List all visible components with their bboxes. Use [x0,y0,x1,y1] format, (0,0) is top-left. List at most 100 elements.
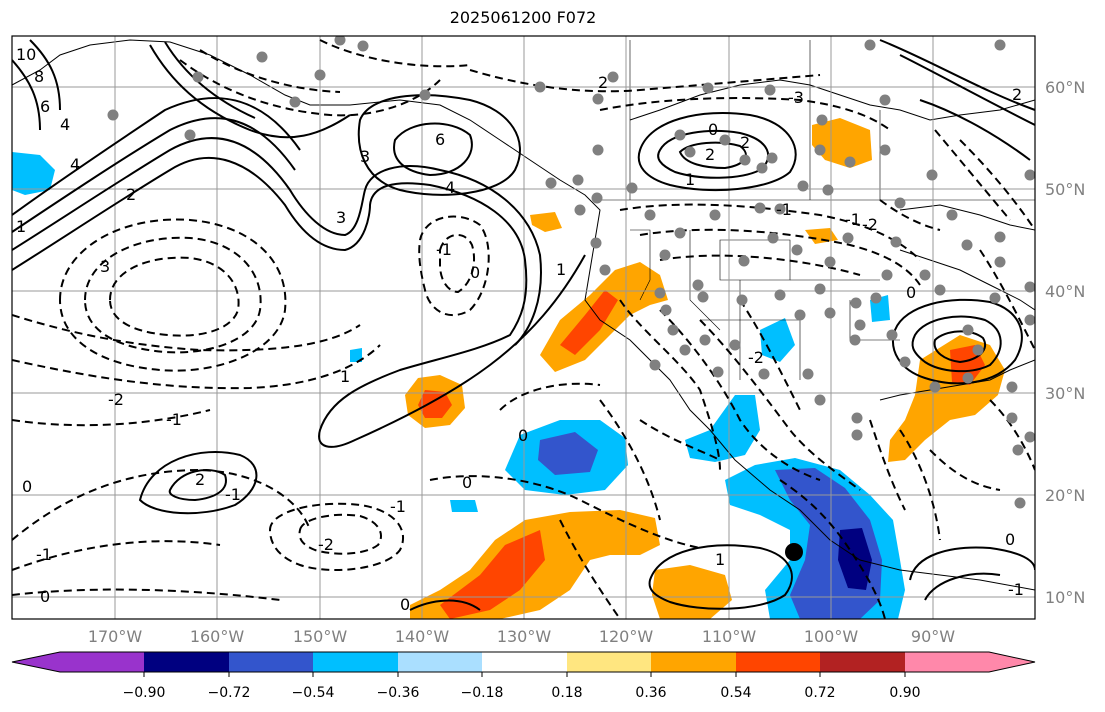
lon-label: 130°W [497,627,552,646]
colorbar-tick-label: 0.72 [804,685,835,701]
contour-labels: 10 8 6 4 4 3 2 1 6 4 3 3 2 1 0 2 0 -1 -2… [16,45,1024,614]
contour-label: 0 [40,587,50,606]
shade-darkblue-center [538,432,598,475]
colorbar-tick-label: −0.36 [377,685,420,701]
colorbar-tick-label: 0.36 [635,685,666,701]
contour-label: 1 [685,170,695,189]
lon-label: 170°W [88,627,143,646]
contour-label: 2 [195,470,205,489]
colorbar: −0.90 −0.72 −0.54 −0.36 −0.18 0.18 0.36 … [11,651,1036,701]
contour-label: 3 [360,147,370,166]
contour-label: 3 [336,208,346,227]
lat-label: 20°N [1045,486,1085,505]
contour-label: -2 [748,348,764,367]
colorbar-segment [144,652,229,672]
colorbar-segment [482,652,567,672]
lon-label: 90°W [911,627,955,646]
shade-blue-baja [685,395,760,462]
colorbar-segment [567,652,651,672]
station-markers [107,36,1035,509]
shaded-anomalies [12,118,1005,619]
colorbar-segment [736,652,820,672]
contour-label: 0 [22,477,32,496]
contour-label: -1 [36,545,52,564]
colorbar-outline [11,651,1036,673]
contour-label: 6 [435,130,445,149]
lon-label: 150°W [293,627,348,646]
colorbar-tick-label: −0.90 [123,685,166,701]
shade-blue-small-4 [350,348,362,362]
contour-label: 4 [70,155,80,174]
contour-label: -1 [390,497,406,516]
contour-label: 1 [340,367,350,386]
contour-label: 2 [126,185,136,204]
colorbar-segment [60,652,144,672]
contour-label: -1 [225,485,241,504]
coastlines [12,39,1035,591]
contour-label: 1 [16,217,26,236]
contour-label: 4 [60,115,70,134]
lon-label: 110°W [702,627,757,646]
shade-blue-small-1 [450,500,478,512]
shade-orange-small-2 [805,228,838,244]
shade-blue-west [12,152,55,195]
contour-label: -1 [166,410,182,429]
contour-label: 0 [708,120,718,139]
contour-label: -2 [318,535,334,554]
contour-label: -3 [788,88,804,107]
colorbar-segment [820,652,905,672]
lat-label: 60°N [1045,78,1085,97]
colorbar-segment [229,652,313,672]
colorbar-tick-label: 0.90 [889,685,920,701]
colorbar-tick-label: −0.54 [292,685,335,701]
map-frame [11,35,1036,620]
colorbar-tick-label: 0.54 [720,685,751,701]
colorbar-segment [12,652,60,672]
shade-orange-small-1 [530,212,562,232]
lon-label: 120°W [599,627,654,646]
contour-label: 1 [556,260,566,279]
colorbar-segment [905,652,989,672]
contour-label: 4 [445,178,455,197]
contour-label: 0 [1005,530,1015,549]
contour-label: 0 [400,595,410,614]
contour-label: 1 [715,550,725,569]
contour-label: -2 [108,390,124,409]
dashed-contours [12,39,1035,619]
contour-label: 0 [518,426,528,445]
contour-label: 8 [34,67,44,86]
shade-orange-southcenter [652,565,732,619]
lat-label: 40°N [1045,282,1085,301]
contour-label: 2 [1012,85,1022,104]
contour-label: 0 [462,473,472,492]
shade-orange-canada [812,118,872,168]
latitude-labels: 60°N 50°N 40°N 30°N 20°N 10°N [1045,78,1085,607]
contour-label: -1 [776,200,792,219]
lon-label: 160°W [190,627,245,646]
contour-label: 2 [705,145,715,164]
lat-label: 10°N [1045,588,1085,607]
contour-label: 2 [740,133,750,152]
lat-label: 30°N [1045,384,1085,403]
contour-label: 10 [16,45,36,64]
shade-red-coast [560,290,618,355]
contour-label: -1 [845,210,861,229]
map-content [12,36,1035,619]
longitude-labels: 170°W 160°W 150°W 140°W 130°W 120°W 110°… [88,627,955,646]
contour-label: 6 [40,97,50,116]
colorbar-tick-label: −0.18 [461,685,504,701]
colorbar-segment [398,652,482,672]
contour-label: 0 [906,283,916,302]
lon-label: 100°W [804,627,859,646]
shade-red-140w [418,390,452,418]
lat-label: 50°N [1045,180,1085,199]
colorbar-segment [651,652,736,672]
colorbar-tick-label: −0.72 [208,685,251,701]
contour-label: 3 [100,257,110,276]
colorbar-segment [989,652,1035,672]
colorbar-tick-label: 0.18 [551,685,582,701]
colorbar-segment [313,652,398,672]
contour-label: 2 [598,73,608,92]
lon-label: 140°W [395,627,450,646]
